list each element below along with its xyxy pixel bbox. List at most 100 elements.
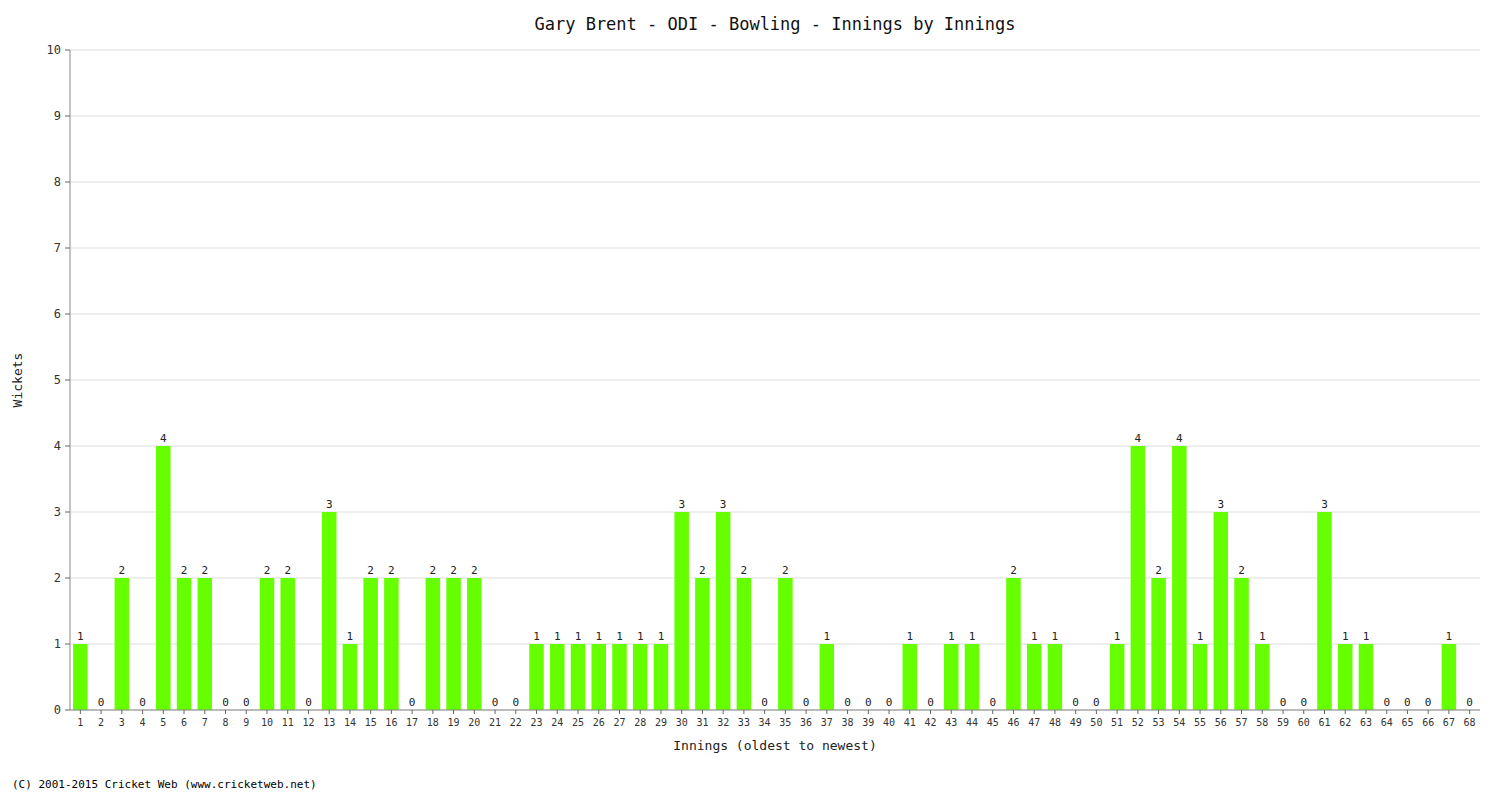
bar xyxy=(260,578,275,710)
y-tick xyxy=(65,314,70,315)
data-label: 4 xyxy=(1176,432,1183,445)
bar xyxy=(280,578,295,710)
grid-line xyxy=(70,50,1480,51)
x-tick xyxy=(1303,710,1304,714)
data-label: 1 xyxy=(533,630,540,643)
title: Gary Brent - ODI - Bowling - Innings by … xyxy=(534,14,1015,34)
data-label: 4 xyxy=(1135,432,1142,445)
bar xyxy=(903,644,918,710)
x-tick-label: 63 xyxy=(1360,717,1372,728)
x-tick-label: 14 xyxy=(344,717,356,728)
bars xyxy=(73,446,1456,710)
grid-line xyxy=(70,446,1480,447)
bar xyxy=(944,644,959,710)
x-tick-label: 39 xyxy=(862,717,874,728)
x-tick xyxy=(764,710,765,714)
y-axis: 012345678910 xyxy=(47,43,70,717)
data-label: 2 xyxy=(201,564,208,577)
data-label: 2 xyxy=(181,564,188,577)
bar xyxy=(529,644,544,710)
x-tick xyxy=(412,710,413,714)
data-label: 0 xyxy=(492,696,499,709)
y-tick-label: 3 xyxy=(54,505,61,519)
x-tick xyxy=(1324,710,1325,714)
x-tick xyxy=(349,710,350,714)
x-tick-label: 6 xyxy=(181,717,187,728)
bar xyxy=(737,578,752,710)
grid-line xyxy=(70,248,1480,249)
data-label: 0 xyxy=(98,696,105,709)
bar xyxy=(1048,644,1063,710)
grid-line xyxy=(70,380,1480,381)
x-tick-label: 59 xyxy=(1277,717,1289,728)
bar xyxy=(426,578,441,710)
x-tick xyxy=(1428,710,1429,714)
x-tick xyxy=(1283,710,1284,714)
bar xyxy=(778,578,793,710)
y-tick-label: 4 xyxy=(54,439,61,453)
x-tick-label: 38 xyxy=(842,717,854,728)
bar xyxy=(1317,512,1332,710)
x-tick xyxy=(204,710,205,714)
x-tick-label: 20 xyxy=(468,717,480,728)
chart: 0123456789101020422002203122022200111111… xyxy=(0,0,1500,800)
x-tick xyxy=(121,710,122,714)
y-tick xyxy=(65,578,70,579)
x-tick-label: 54 xyxy=(1173,717,1185,728)
x-tick xyxy=(1220,710,1221,714)
data-label: 2 xyxy=(782,564,789,577)
x-tick-label: 47 xyxy=(1028,717,1040,728)
data-label: 0 xyxy=(1072,696,1079,709)
x-tick-label: 19 xyxy=(448,717,460,728)
x-tick xyxy=(163,710,164,714)
data-label: 2 xyxy=(741,564,748,577)
x-tick-label: 3 xyxy=(119,717,125,728)
x-tick-label: 68 xyxy=(1464,717,1476,728)
x-tick-label: 66 xyxy=(1422,717,1434,728)
y-tick-label: 10 xyxy=(47,43,61,57)
x-tick xyxy=(391,710,392,714)
x-tick xyxy=(1096,710,1097,714)
y-tick-label: 6 xyxy=(54,307,61,321)
x-tick xyxy=(1179,710,1180,714)
bar xyxy=(363,578,378,710)
data-label: 0 xyxy=(1280,696,1287,709)
bar xyxy=(820,644,835,710)
x-tick-label: 2 xyxy=(98,717,104,728)
x-tick xyxy=(785,710,786,714)
data-label: 2 xyxy=(1010,564,1017,577)
data-label: 2 xyxy=(264,564,271,577)
x-tick-label: 29 xyxy=(655,717,667,728)
y-tick xyxy=(65,446,70,447)
bar xyxy=(115,578,130,710)
grid-line xyxy=(70,182,1480,183)
bar xyxy=(467,578,482,710)
data-label: 0 xyxy=(803,696,810,709)
bar xyxy=(1027,644,1042,710)
data-label: 2 xyxy=(367,564,374,577)
x-tick-label: 32 xyxy=(717,717,729,728)
x-tick-label: 8 xyxy=(222,717,228,728)
data-label: 0 xyxy=(1383,696,1390,709)
x-tick xyxy=(847,710,848,714)
y-tick xyxy=(65,512,70,513)
data-label: 2 xyxy=(471,564,478,577)
data-label: 2 xyxy=(119,564,126,577)
y-axis-line xyxy=(70,50,71,710)
data-label: 0 xyxy=(1425,696,1432,709)
x-tick xyxy=(1241,710,1242,714)
bar xyxy=(198,578,213,710)
x-tick xyxy=(1075,710,1076,714)
y-tick-label: 7 xyxy=(54,241,61,255)
x-tick-label: 51 xyxy=(1111,717,1123,728)
x-tick-label: 55 xyxy=(1194,717,1206,728)
y-tick-label: 5 xyxy=(54,373,61,387)
x-tick-label: 9 xyxy=(243,717,249,728)
bar xyxy=(1151,578,1166,710)
x-tick xyxy=(557,710,558,714)
x-tick xyxy=(1200,710,1201,714)
data-label: 1 xyxy=(1197,630,1204,643)
x-tick xyxy=(909,710,910,714)
x-tick xyxy=(619,710,620,714)
x-tick-label: 25 xyxy=(572,717,584,728)
